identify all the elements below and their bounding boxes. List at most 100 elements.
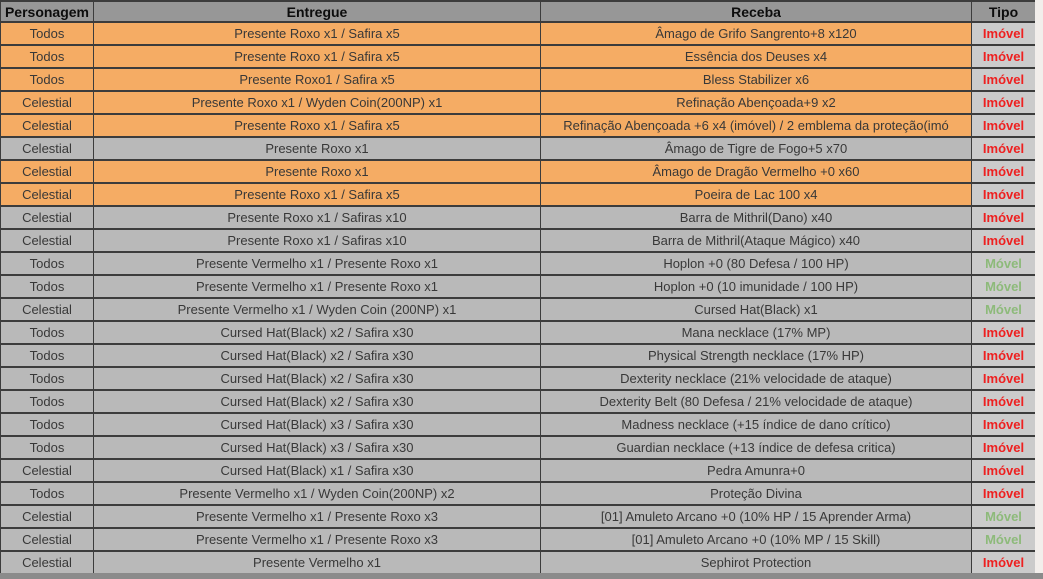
cell-tipo-badge: Móvel xyxy=(971,297,1036,322)
cell-receba: Essência dos Deuses x4 xyxy=(540,44,972,69)
cell-tipo-badge: Imóvel xyxy=(971,159,1036,184)
cell-receba: Hoplon +0 (80 Defesa / 100 HP) xyxy=(540,251,972,276)
cell-entregue: Presente Roxo x1 xyxy=(93,159,541,184)
cell-receba: Barra de Mithril(Dano) x40 xyxy=(540,205,972,230)
table-row: Celestial Cursed Hat(Black) x1 / Safira x… xyxy=(0,458,1036,483)
cell-entregue: Presente Roxo x1 / Safira x5 xyxy=(93,113,541,138)
header-row: Personagem Entregue Receba Tipo xyxy=(0,0,1036,23)
table-row: Todos Presente Roxo1 / Safira x5 Bless Sta… xyxy=(0,67,1036,92)
cell-personagem: Todos xyxy=(0,412,94,437)
table-row: Celestial Presente Roxo x1 Âmago de Dragão… xyxy=(0,159,1036,184)
cell-entregue: Cursed Hat(Black) x2 / Safira x30 xyxy=(93,343,541,368)
cell-entregue: Presente Vermelho x1 / Wyden Coin(200NP)… xyxy=(93,481,541,506)
cell-personagem: Todos xyxy=(0,274,94,299)
table-row: Todos Presente Vermelho x1 / Wyden Coin(2… xyxy=(0,481,1036,506)
cell-personagem: Celestial xyxy=(0,527,94,552)
table-row: Celestial Presente Roxo x1 Âmago de Tigre … xyxy=(0,136,1036,161)
cell-tipo-badge: Imóvel xyxy=(971,366,1036,391)
cell-entregue: Presente Vermelho x1 / Presente Roxo x1 xyxy=(93,251,541,276)
cell-personagem: Celestial xyxy=(0,228,94,253)
column-header-receba: Receba xyxy=(540,0,972,23)
table-row: Celestial Presente Roxo x1 / Wyden Coin(2… xyxy=(0,90,1036,115)
cell-tipo-badge: Imóvel xyxy=(971,481,1036,506)
cell-receba: Mana necklace (17% MP) xyxy=(540,320,972,345)
cell-personagem: Todos xyxy=(0,21,94,46)
cell-tipo-badge: Móvel xyxy=(971,504,1036,529)
table-row: Celestial Presente Vermelho x1 / Presente… xyxy=(0,504,1036,529)
cell-receba: Barra de Mithril(Ataque Mágico) x40 xyxy=(540,228,972,253)
cell-tipo-badge: Imóvel xyxy=(971,458,1036,483)
table-row: Celestial Presente Roxo x1 / Safira x5 Poe… xyxy=(0,182,1036,207)
cell-receba: Refinação Abençoada+9 x2 xyxy=(540,90,972,115)
cell-receba: Refinação Abençoada +6 x4 (imóvel) / 2 e… xyxy=(540,113,972,138)
cell-personagem: Todos xyxy=(0,44,94,69)
cell-personagem: Todos xyxy=(0,67,94,92)
cell-tipo-badge: Imóvel xyxy=(971,113,1036,138)
cell-entregue: Presente Roxo x1 / Safira x5 xyxy=(93,182,541,207)
cell-personagem: Celestial xyxy=(0,205,94,230)
cell-receba: Âmago de Grifo Sangrento+8 x120 xyxy=(540,21,972,46)
cell-receba: [01] Amuleto Arcano +0 (10% MP / 15 Skil… xyxy=(540,527,972,552)
table-row: Todos Cursed Hat(Black) x3 / Safira x30 Ma… xyxy=(0,412,1036,437)
cell-entregue: Presente Vermelho x1 / Presente Roxo x1 xyxy=(93,274,541,299)
cell-personagem: Todos xyxy=(0,251,94,276)
cell-personagem: Celestial xyxy=(0,182,94,207)
cell-entregue: Cursed Hat(Black) x3 / Safira x30 xyxy=(93,435,541,460)
cell-receba: Âmago de Tigre de Fogo+5 x70 xyxy=(540,136,972,161)
cell-receba: Pedra Amunra+0 xyxy=(540,458,972,483)
cell-entregue: Presente Vermelho x1 / Presente Roxo x3 xyxy=(93,504,541,529)
cell-personagem: Celestial xyxy=(0,159,94,184)
cell-personagem: Todos xyxy=(0,389,94,414)
table-row: Celestial Presente Vermelho x1 Sephirot Pr… xyxy=(0,550,1036,575)
cell-entregue: Presente Roxo x1 xyxy=(93,136,541,161)
cell-receba: Madness necklace (+15 índice de dano crí… xyxy=(540,412,972,437)
right-margin-strip xyxy=(1035,0,1043,573)
table-row: Todos Cursed Hat(Black) x2 / Safira x30 Ph… xyxy=(0,343,1036,368)
cell-receba: Bless Stabilizer x6 xyxy=(540,67,972,92)
cell-tipo-badge: Imóvel xyxy=(971,67,1036,92)
column-header-tipo: Tipo xyxy=(971,0,1036,23)
cell-entregue: Cursed Hat(Black) x2 / Safira x30 xyxy=(93,366,541,391)
cell-personagem: Todos xyxy=(0,320,94,345)
table-row: Todos Cursed Hat(Black) x2 / Safira x30 Ma… xyxy=(0,320,1036,345)
cell-receba: Sephirot Protection xyxy=(540,550,972,575)
table-row: Todos Presente Roxo x1 / Safira x5 Âmago d… xyxy=(0,21,1036,46)
cell-receba: Dexterity necklace (21% velocidade de at… xyxy=(540,366,972,391)
column-header-entregue: Entregue xyxy=(93,0,541,23)
cell-receba: Âmago de Dragão Vermelho +0 x60 xyxy=(540,159,972,184)
cell-entregue: Presente Roxo x1 / Safiras x10 xyxy=(93,205,541,230)
cell-tipo-badge: Imóvel xyxy=(971,412,1036,437)
cell-entregue: Presente Roxo x1 / Safira x5 xyxy=(93,44,541,69)
cell-entregue: Presente Vermelho x1 / Presente Roxo x3 xyxy=(93,527,541,552)
cell-tipo-badge: Móvel xyxy=(971,527,1036,552)
cell-tipo-badge: Móvel xyxy=(971,274,1036,299)
cell-personagem: Todos xyxy=(0,481,94,506)
table-row: Todos Presente Vermelho x1 / Presente Rox… xyxy=(0,251,1036,276)
table-row: Celestial Presente Roxo x1 / Safiras x10 B… xyxy=(0,205,1036,230)
cell-tipo-badge: Imóvel xyxy=(971,228,1036,253)
cell-tipo-badge: Imóvel xyxy=(971,389,1036,414)
table-row: Todos Cursed Hat(Black) x2 / Safira x30 De… xyxy=(0,389,1036,414)
cell-personagem: Celestial xyxy=(0,136,94,161)
cell-tipo-badge: Imóvel xyxy=(971,343,1036,368)
cell-receba: [01] Amuleto Arcano +0 (10% HP / 15 Apre… xyxy=(540,504,972,529)
table-row: Celestial Presente Vermelho x1 / Presente… xyxy=(0,527,1036,552)
cell-tipo-badge: Imóvel xyxy=(971,182,1036,207)
cell-receba: Cursed Hat(Black) x1 xyxy=(540,297,972,322)
cell-receba: Poeira de Lac 100 x4 xyxy=(540,182,972,207)
cell-entregue: Cursed Hat(Black) x2 / Safira x30 xyxy=(93,389,541,414)
cell-personagem: Celestial xyxy=(0,297,94,322)
table-row: Celestial Presente Roxo x1 / Safira x5 Ref… xyxy=(0,113,1036,138)
cell-receba: Dexterity Belt (80 Defesa / 21% velocida… xyxy=(540,389,972,414)
cell-personagem: Todos xyxy=(0,343,94,368)
cell-personagem: Celestial xyxy=(0,113,94,138)
table-row: Celestial Presente Roxo x1 / Safiras x10 B… xyxy=(0,228,1036,253)
cell-receba: Physical Strength necklace (17% HP) xyxy=(540,343,972,368)
cell-tipo-badge: Móvel xyxy=(971,251,1036,276)
table-row: Todos Cursed Hat(Black) x3 / Safira x30 Gu… xyxy=(0,435,1036,460)
cell-receba: Guardian necklace (+13 índice de defesa … xyxy=(540,435,972,460)
table-row: Todos Presente Roxo x1 / Safira x5 Essênci… xyxy=(0,44,1036,69)
cell-entregue: Presente Vermelho x1 / Wyden Coin (200NP… xyxy=(93,297,541,322)
